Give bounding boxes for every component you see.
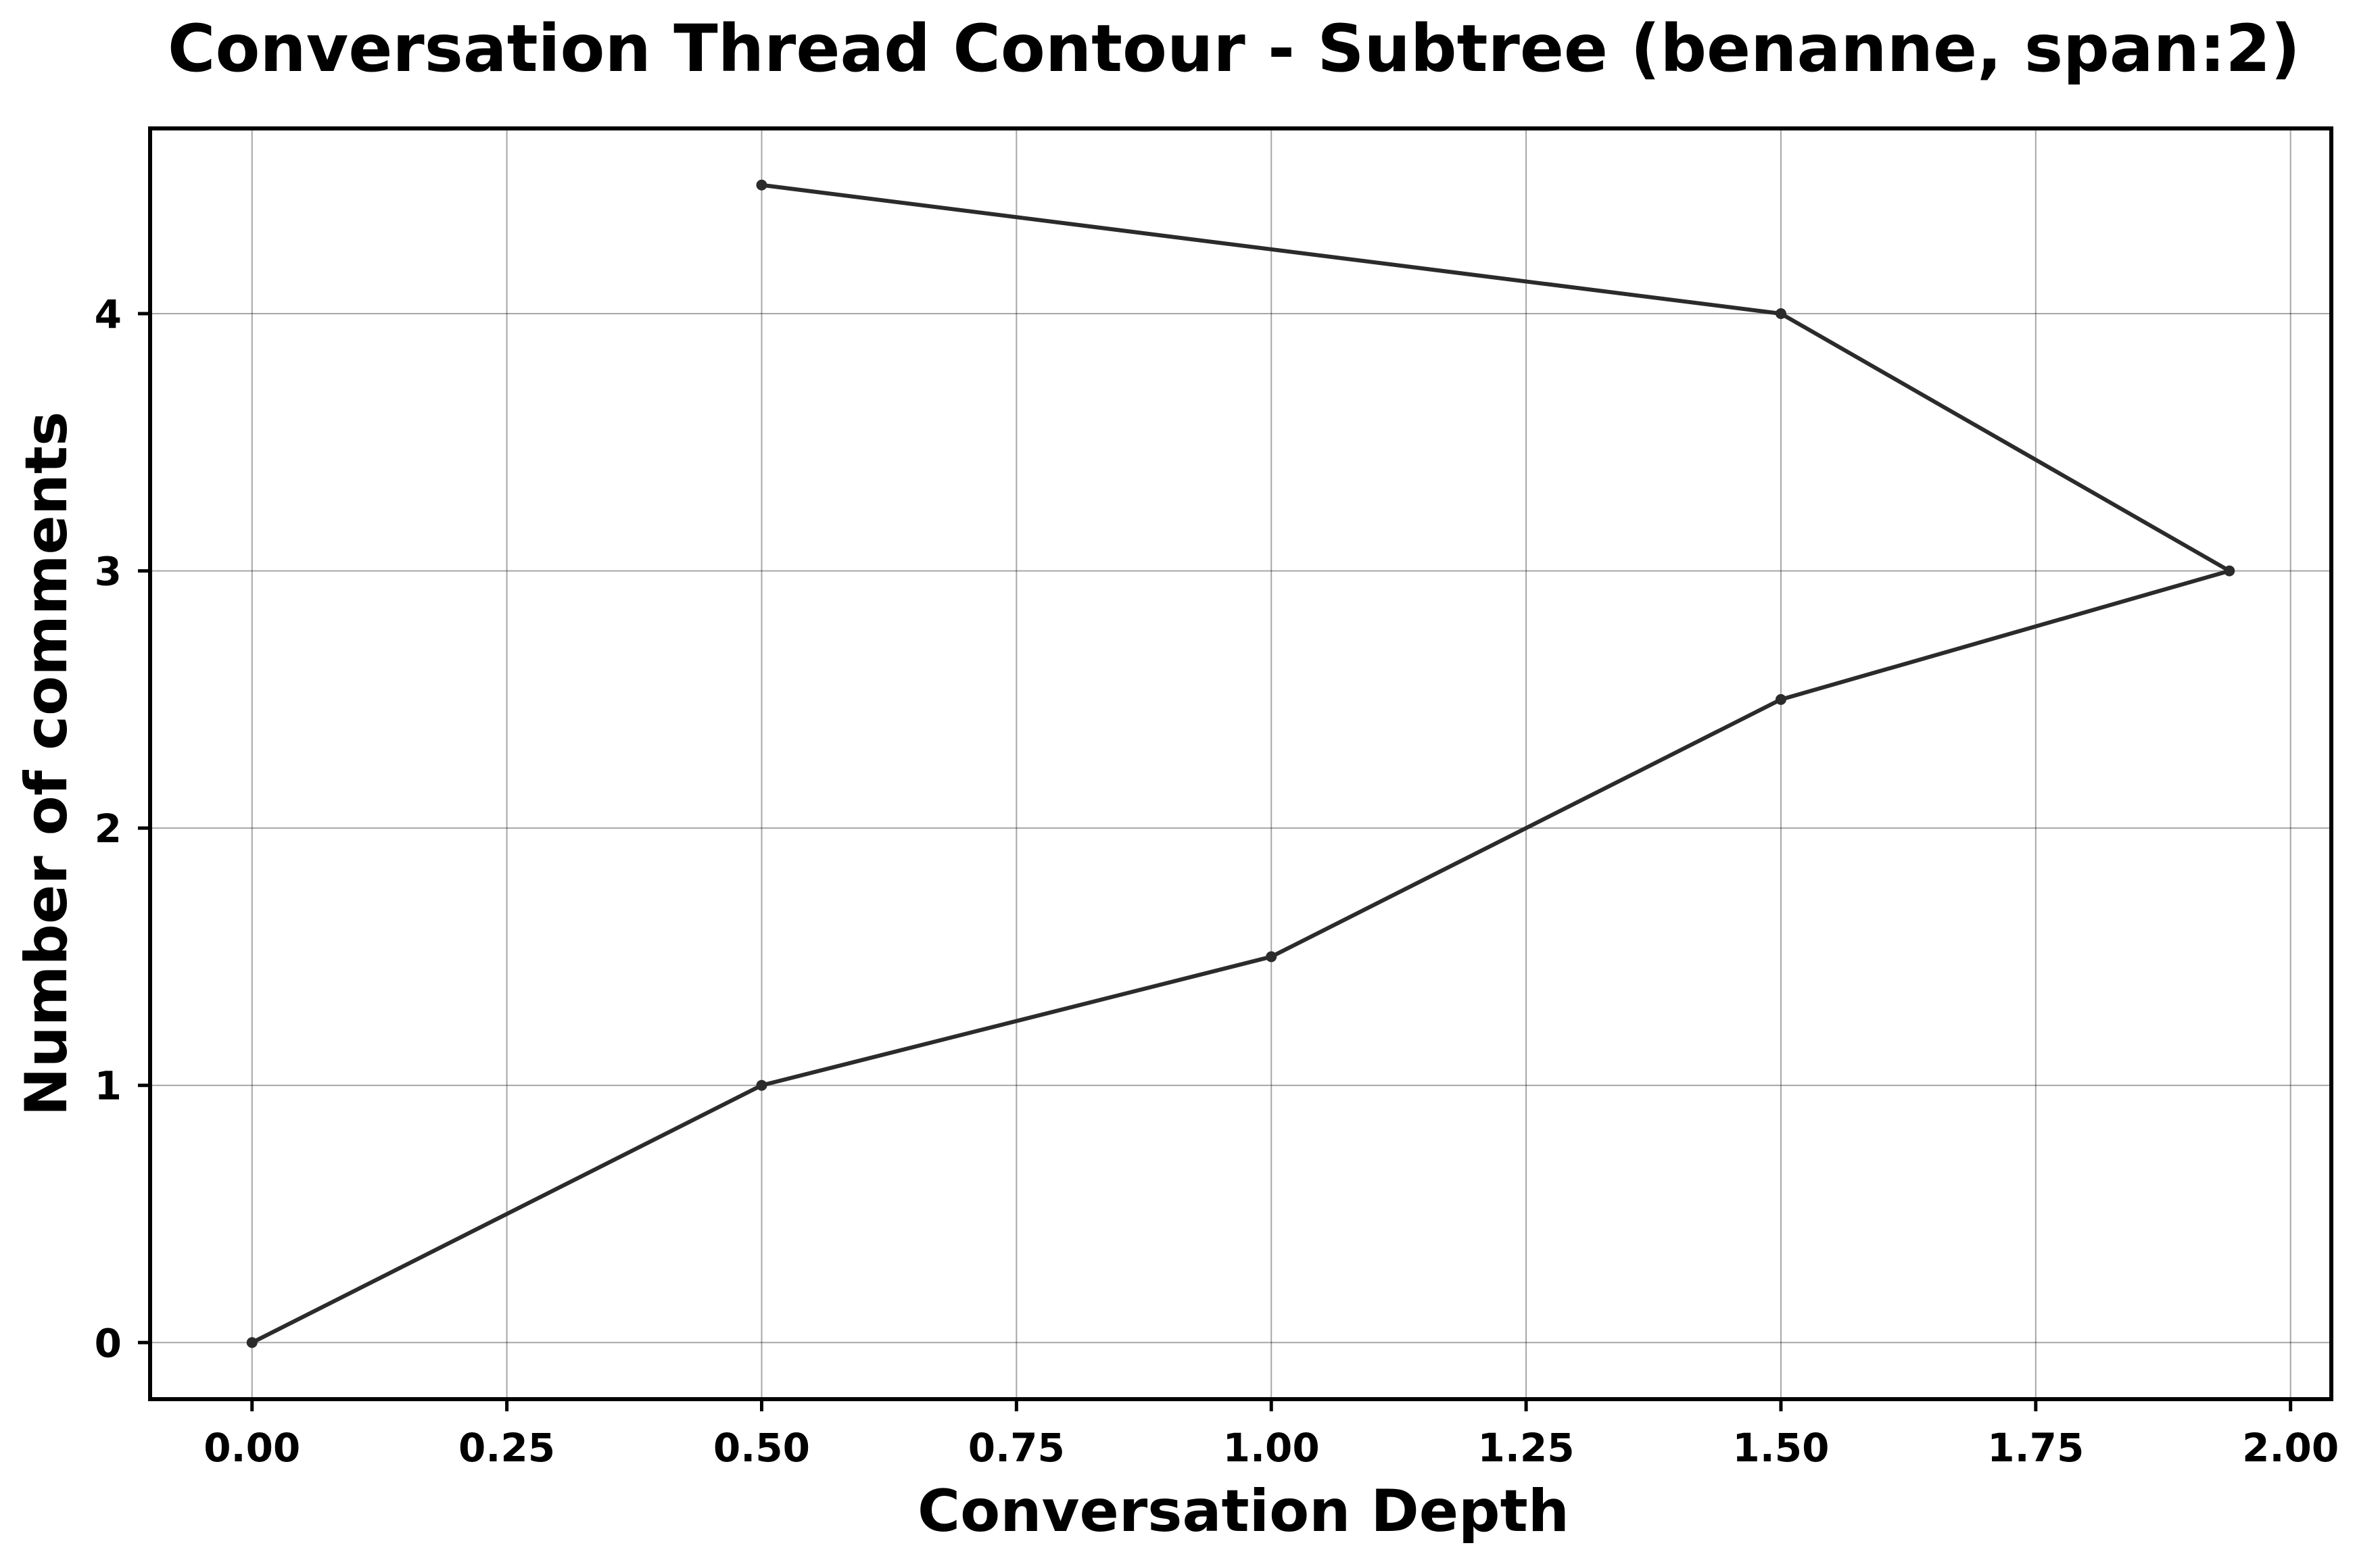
x-tick-label: 1.00 xyxy=(1223,1425,1320,1471)
data-point xyxy=(1775,693,1786,705)
x-tick-label: 0.50 xyxy=(713,1425,810,1471)
y-tick-label: 1 xyxy=(95,1063,122,1109)
y-axis-label: Number of comments xyxy=(13,412,80,1117)
y-tick-label: 3 xyxy=(95,549,122,595)
data-point xyxy=(756,179,767,191)
x-axis-label: Conversation Depth xyxy=(918,1478,1569,1545)
x-tick-label: 1.25 xyxy=(1478,1425,1575,1471)
series-line xyxy=(251,182,2232,1344)
tick-layer: 0.00 0.25 0.50 0.75 1.00 1.25 1.50 1.75 2.00 0 1 2 3… xyxy=(95,291,2339,1471)
chart-title: Conversation Thread Contour - Subtree (b… xyxy=(168,11,2300,87)
x-tick-label: 0.25 xyxy=(458,1425,555,1471)
x-tick-label: 0.00 xyxy=(204,1425,300,1471)
x-tick-label: 1.75 xyxy=(1987,1425,2084,1471)
plot-frame xyxy=(148,126,2333,1401)
x-tick-label: 1.50 xyxy=(1732,1425,1829,1471)
data-point xyxy=(1775,308,1786,320)
data-point xyxy=(246,1337,258,1348)
series-layer xyxy=(246,179,2235,1348)
data-point xyxy=(756,1079,767,1091)
data-point xyxy=(2224,565,2235,577)
y-tick-label: 4 xyxy=(95,291,122,337)
data-point xyxy=(1266,951,1277,963)
y-tick-label: 2 xyxy=(95,806,122,852)
x-tick-label: 0.75 xyxy=(968,1425,1065,1471)
x-tick-label: 2.00 xyxy=(2242,1425,2339,1471)
grid-layer xyxy=(150,128,2331,1399)
y-tick-label: 0 xyxy=(95,1320,122,1366)
